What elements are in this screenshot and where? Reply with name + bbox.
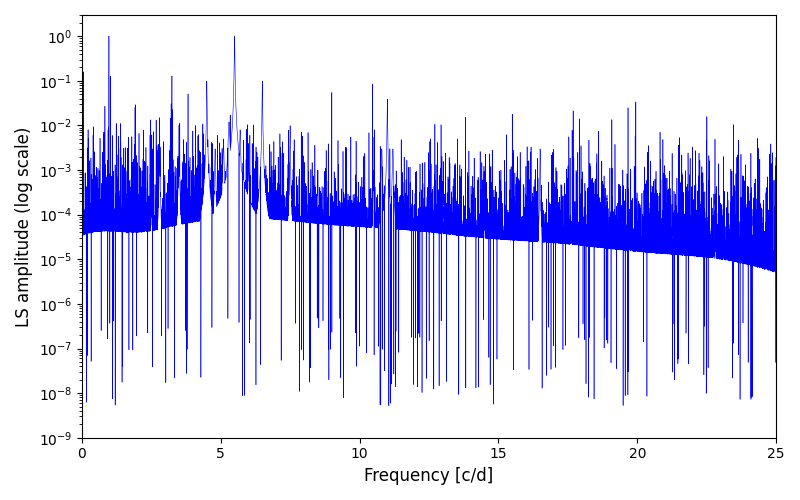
Y-axis label: LS amplitude (log scale): LS amplitude (log scale)	[15, 126, 33, 326]
X-axis label: Frequency [c/d]: Frequency [c/d]	[364, 467, 494, 485]
